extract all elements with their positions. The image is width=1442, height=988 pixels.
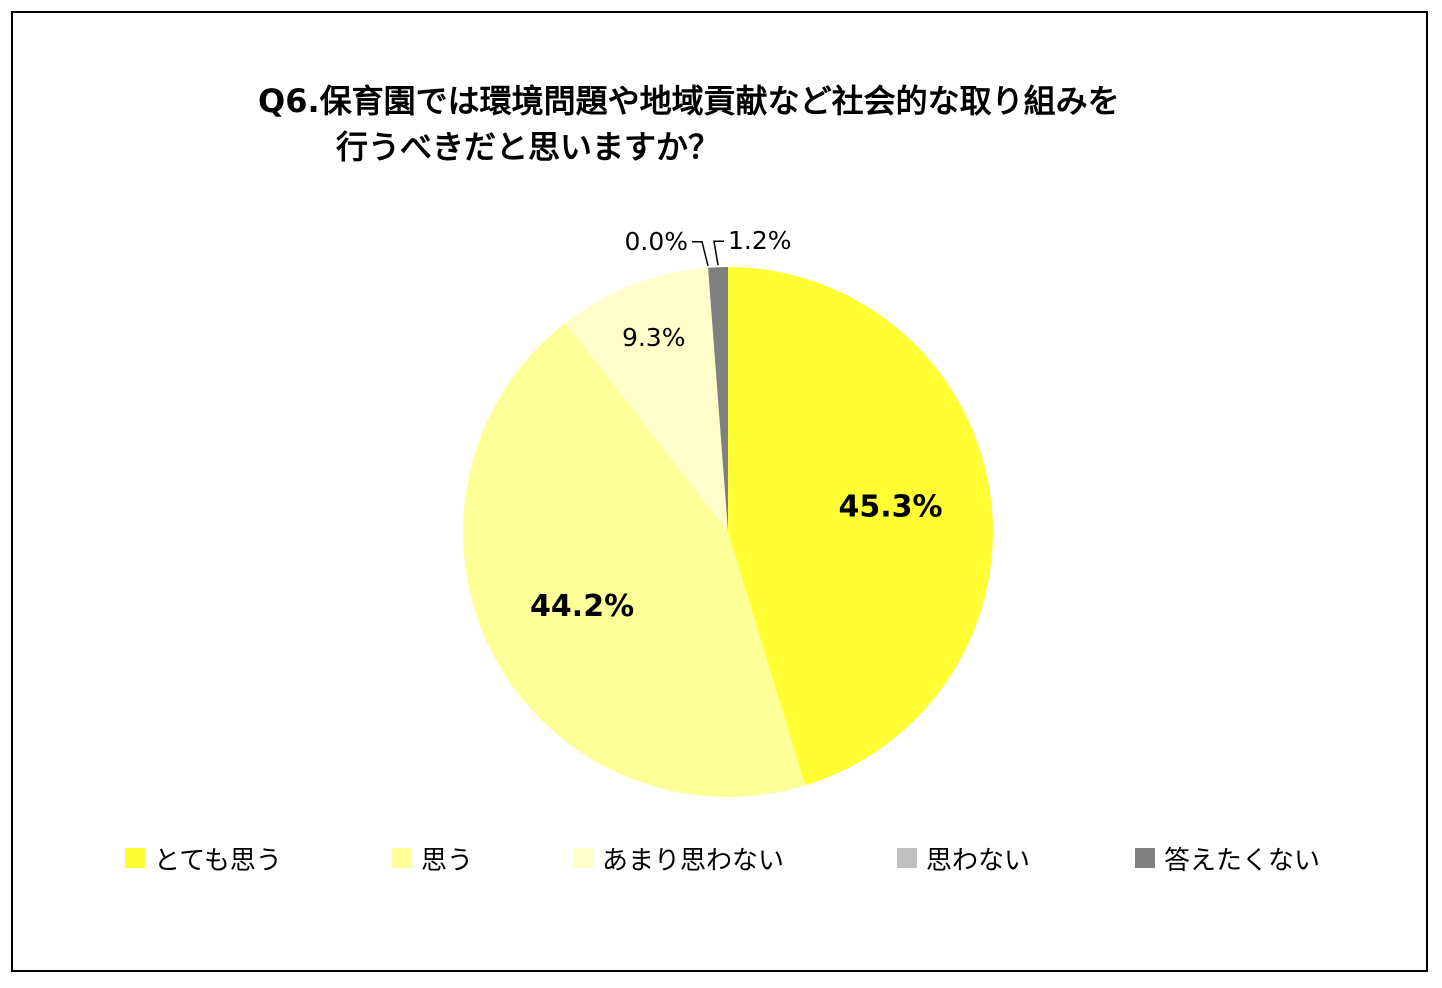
legend-label: 答えたくない [1164,845,1321,876]
legend-item-omowanai: 思わない [897,836,1030,880]
leader-lines [692,240,724,266]
pie-slice-amari-omowanai [565,267,728,532]
value-labels: 45.3% 44.2% 9.3% 0.0% 1.2% [530,226,942,624]
legend-swatch [573,848,593,868]
leader-line-kotaetakunai [713,240,724,266]
legend-item-kotaetakunai: 答えたくない [1135,836,1320,880]
chart-title-line-1: Q6.保育園では環境問題や地域貢献など社会的な取り組みを [258,82,1120,120]
legend-label: 思う [421,845,474,876]
pie-slice-totemo-omou [728,267,993,786]
chart-title: Q6.保育園では環境問題や地域貢献など社会的な取り組みを 行うべきだと思いますか… [258,78,1120,170]
legend-item-omou: 思う [392,836,473,880]
value-label-omowanai: 0.0% [624,227,688,256]
chart-title-line-2: 行うべきだと思いますか？ [336,128,721,166]
legend-item-totemo-omou: とても思う [125,836,282,880]
value-label-amari-omowanai: 9.3% [622,323,686,352]
legend: とても思う 思う あまり思わない 思わない 答えたくない [125,836,1345,880]
leader-line-omowanai [692,241,709,266]
pie-slice-kotaetakunai [708,267,728,532]
value-label-kotaetakunai: 1.2% [728,226,792,255]
legend-label: 思わない [926,845,1031,876]
pie-slices [463,267,993,797]
legend-label: あまり思わない [602,845,785,876]
legend-swatch [125,848,145,868]
legend-swatch [897,848,917,868]
legend-swatch [392,848,412,868]
value-label-totemo-omou: 45.3% [838,489,942,524]
value-label-omou: 44.2% [530,589,634,624]
legend-label: とても思う [154,845,282,876]
legend-swatch [1135,848,1155,868]
pie-slice-omou [463,322,806,797]
legend-item-amari-omowanai: あまり思わない [573,836,784,880]
